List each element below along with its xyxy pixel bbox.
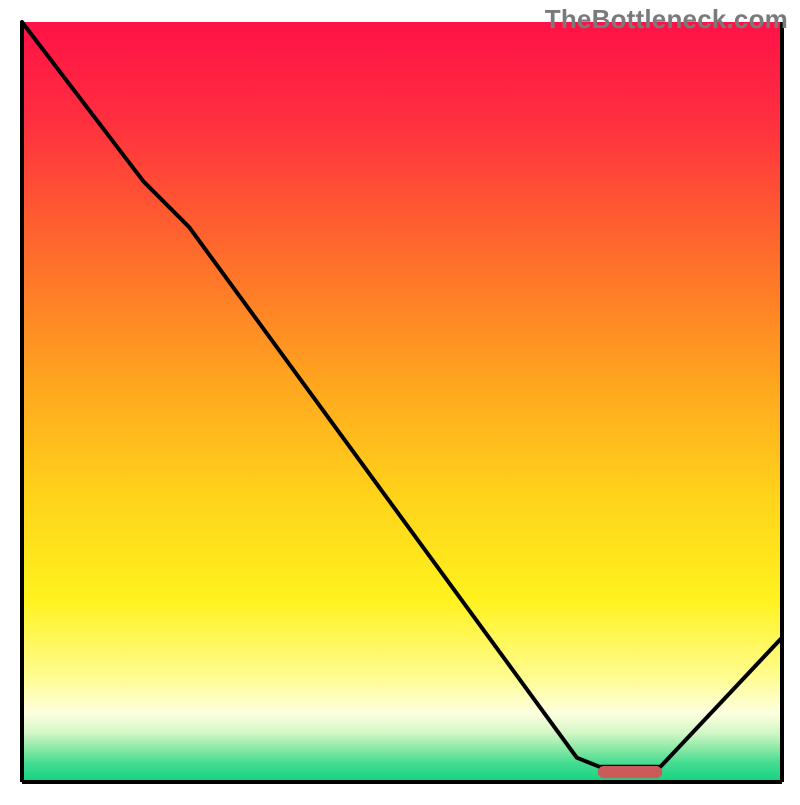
optimal-range-marker xyxy=(598,766,663,778)
chart-frame: TheBottleneck.com xyxy=(0,0,800,800)
watermark-text: TheBottleneck.com xyxy=(545,4,788,35)
plot-background xyxy=(22,22,782,782)
bottleneck-curve-chart xyxy=(0,0,800,800)
